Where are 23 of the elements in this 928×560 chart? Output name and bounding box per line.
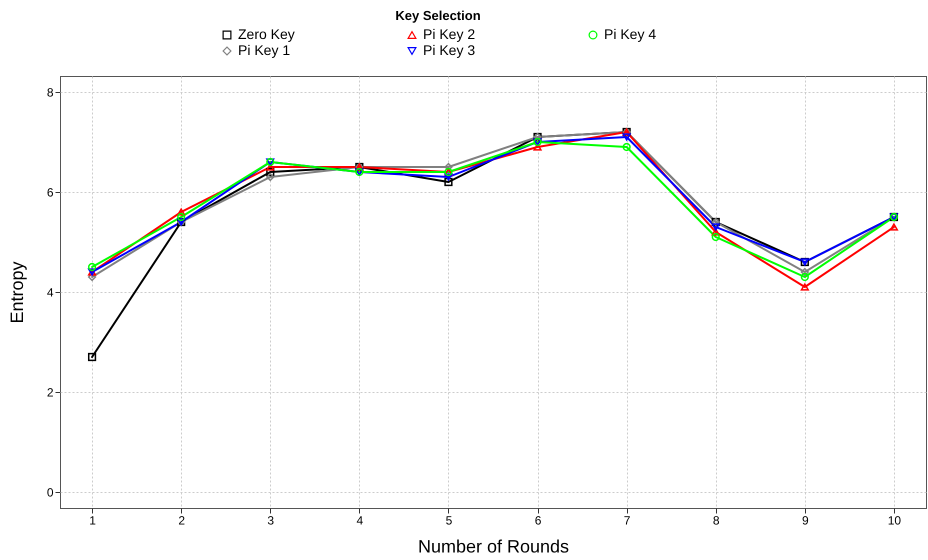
y-axis-title: Entropy	[6, 261, 27, 324]
y-tick-label: 2	[46, 386, 54, 400]
x-tick-label: 3	[267, 514, 274, 528]
x-tick-label: 4	[356, 514, 364, 528]
x-axis-title: Number of Rounds	[418, 536, 570, 556]
y-tick-label: 6	[46, 186, 54, 200]
legend-label: Pi Key 3	[423, 42, 476, 58]
y-tick-label: 4	[46, 286, 54, 300]
legend-label: Zero Key	[238, 26, 295, 42]
x-tick-label: 9	[802, 514, 809, 528]
legend-label: Pi Key 1	[238, 42, 290, 58]
y-tick-label: 0	[46, 486, 54, 500]
x-tick-label: 5	[446, 514, 453, 528]
y-tick-label: 8	[46, 86, 54, 100]
legend-label: Pi Key 4	[604, 26, 656, 42]
x-tick-label: 6	[534, 514, 542, 528]
x-tick-label: 2	[178, 514, 186, 528]
x-tick-label: 8	[712, 514, 720, 528]
legend-title: Key Selection	[395, 8, 481, 23]
x-tick-label: 1	[89, 514, 96, 528]
x-tick-label: 7	[624, 514, 631, 528]
x-tick-label: 10	[888, 514, 902, 528]
legend-label: Pi Key 2	[423, 26, 476, 42]
